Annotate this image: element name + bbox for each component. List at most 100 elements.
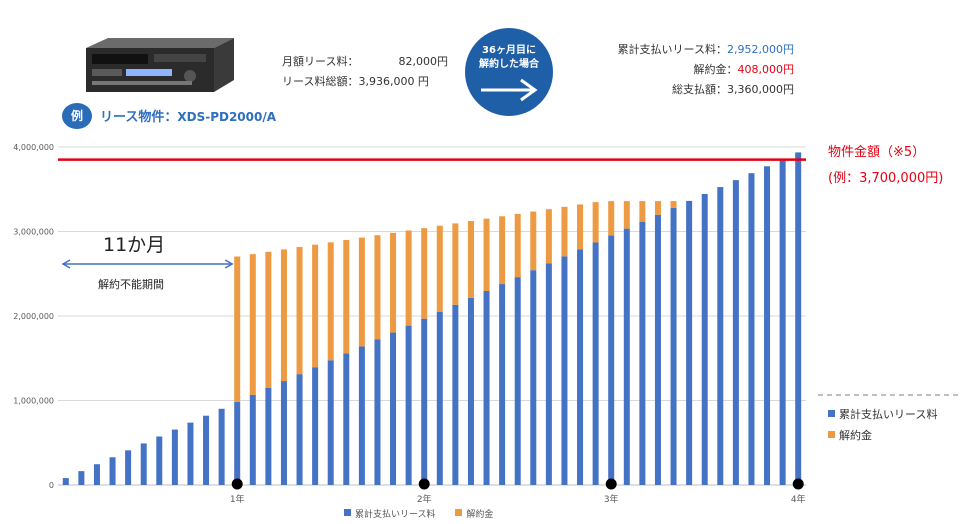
cancellation-summary: 累計支払いリース料： 2,952,000円 解約金： 408,000円 総支払額： 3… bbox=[598, 40, 794, 100]
bar-cumulative bbox=[795, 152, 802, 485]
bar-cumulative bbox=[327, 360, 334, 485]
bar-cumulative bbox=[779, 159, 786, 485]
milestone-dot bbox=[231, 478, 243, 490]
bar-cumulative bbox=[483, 290, 490, 485]
bar-cumulative bbox=[670, 207, 677, 485]
bar-cancel-fee bbox=[327, 242, 334, 361]
bar-cumulative bbox=[374, 339, 381, 485]
bar-cumulative bbox=[545, 263, 552, 485]
bar-cumulative bbox=[171, 429, 178, 485]
bar-cumulative bbox=[467, 297, 474, 485]
y-axis-ticks: 0 1,000,000 2,000,000 3,000,000 4,000,000 bbox=[13, 143, 54, 490]
bracket-arrow-left bbox=[61, 259, 71, 269]
bar-cumulative bbox=[312, 367, 319, 485]
bar-cancel-fee bbox=[499, 216, 506, 285]
bar-cumulative bbox=[436, 311, 443, 485]
bar-cumulative bbox=[93, 464, 100, 485]
bar-cumulative bbox=[358, 346, 365, 485]
y-tick-label: 1,000,000 bbox=[13, 397, 54, 406]
bar-cumulative bbox=[732, 180, 739, 485]
bar-cancel-fee bbox=[234, 256, 241, 402]
bar-cancel-fee bbox=[280, 249, 287, 382]
bar-cancel-fee bbox=[421, 228, 428, 319]
example-label: リース物件： bbox=[100, 110, 178, 125]
bar-cumulative bbox=[717, 187, 724, 486]
bar-cumulative bbox=[592, 242, 599, 485]
monthly-fee-label: 月額リース料： bbox=[282, 55, 359, 68]
scenario-circle: 36ヶ月目に 解約した場合 bbox=[465, 28, 553, 116]
chart-bars bbox=[62, 152, 802, 486]
side-legend-label-cancel: 解約金 bbox=[839, 429, 872, 442]
bar-cancel-fee bbox=[467, 221, 474, 298]
bar-cancel-fee bbox=[436, 225, 443, 312]
x-milestone-label: 3年 bbox=[604, 493, 619, 505]
milestone-dot bbox=[605, 478, 617, 490]
bar-cancel-fee bbox=[343, 239, 350, 354]
bar-cancel-fee bbox=[358, 237, 365, 347]
bar-cumulative bbox=[530, 270, 537, 485]
example-model: XDS-PD2000/A bbox=[177, 110, 277, 124]
side-legend: 累計支払いリース料 解約金 bbox=[828, 404, 937, 446]
bar-cumulative bbox=[452, 304, 459, 485]
bottom-legend: 累計支払いリース料 解約金 bbox=[344, 507, 493, 520]
scenario-line2: 解約した場合 bbox=[479, 59, 539, 70]
y-tick-label: 3,000,000 bbox=[13, 228, 54, 237]
bar-cumulative bbox=[280, 381, 287, 485]
bar-cumulative bbox=[421, 318, 428, 485]
bar-cumulative bbox=[343, 353, 350, 485]
reference-line-label: 物件金額（※5） (例：3,700,000円) bbox=[828, 140, 943, 192]
monthly-fee-value: 82,000円 bbox=[398, 55, 449, 68]
reference-line-title: 物件金額（※5） bbox=[828, 145, 926, 160]
total-paid-value: 3,360,000円 bbox=[727, 83, 794, 96]
bar-cumulative bbox=[296, 374, 303, 485]
x-milestone-label: 2年 bbox=[417, 493, 432, 505]
bar-cancel-fee bbox=[514, 213, 521, 278]
lease-summary: 月額リース料： 82,000円 リース料総額： 3,936,000 円 bbox=[282, 52, 448, 92]
bar-cancel-fee bbox=[374, 235, 381, 340]
bar-cancel-fee bbox=[623, 201, 630, 229]
cumulative-label: 累計支払いリース料： bbox=[617, 43, 728, 56]
bottom-legend-label-cumulative: 累計支払いリース料 bbox=[355, 510, 436, 520]
y-tick-label: 4,000,000 bbox=[13, 143, 54, 152]
bar-cumulative bbox=[78, 471, 85, 485]
x-milestone-label: 4年 bbox=[791, 493, 806, 505]
x-milestone-label: 1年 bbox=[230, 493, 245, 505]
bar-cancel-fee bbox=[483, 218, 490, 291]
bar-cumulative bbox=[156, 436, 163, 485]
bar-cancel-fee bbox=[390, 232, 397, 333]
bar-cancel-fee bbox=[577, 204, 584, 250]
bar-cumulative bbox=[623, 228, 630, 485]
side-legend-item-cumulative: 累計支払いリース料 bbox=[828, 404, 937, 425]
bar-cumulative bbox=[265, 387, 272, 485]
bar-cumulative bbox=[405, 325, 412, 485]
bar-cumulative bbox=[218, 408, 225, 485]
bar-cumulative bbox=[140, 443, 147, 485]
bar-cumulative bbox=[561, 256, 568, 485]
bar-cancel-fee bbox=[312, 244, 319, 368]
bar-cumulative bbox=[514, 277, 521, 485]
bar-cancel-fee bbox=[608, 201, 615, 236]
total-fee-label: リース料総額： bbox=[282, 75, 359, 88]
bracket-arrow-right bbox=[224, 259, 234, 269]
noncancel-bracket bbox=[61, 259, 234, 269]
arrow-right-icon bbox=[481, 78, 538, 102]
bar-cumulative bbox=[249, 394, 256, 485]
milestone-dot bbox=[418, 478, 430, 490]
reference-line-example: (例：3,700,000円) bbox=[828, 171, 944, 186]
bar-cumulative bbox=[62, 478, 69, 485]
bar-cumulative bbox=[577, 249, 584, 485]
bar-cancel-fee bbox=[561, 206, 568, 257]
broadcast-deck-icon bbox=[86, 38, 234, 92]
bar-cumulative bbox=[234, 401, 241, 485]
side-legend-label-cumulative: 累計支払いリース料 bbox=[839, 408, 938, 421]
total-paid-label: 総支払額： bbox=[672, 83, 728, 96]
x-milestones: 1年 2年 3年 4年 bbox=[230, 478, 806, 505]
bar-cumulative bbox=[499, 284, 506, 485]
bar-cumulative bbox=[639, 221, 646, 485]
bar-cancel-fee bbox=[296, 247, 303, 375]
chart-grid bbox=[58, 146, 806, 486]
bar-cumulative bbox=[109, 457, 116, 485]
bar-cancel-fee bbox=[670, 201, 677, 208]
bar-cumulative bbox=[654, 214, 661, 486]
